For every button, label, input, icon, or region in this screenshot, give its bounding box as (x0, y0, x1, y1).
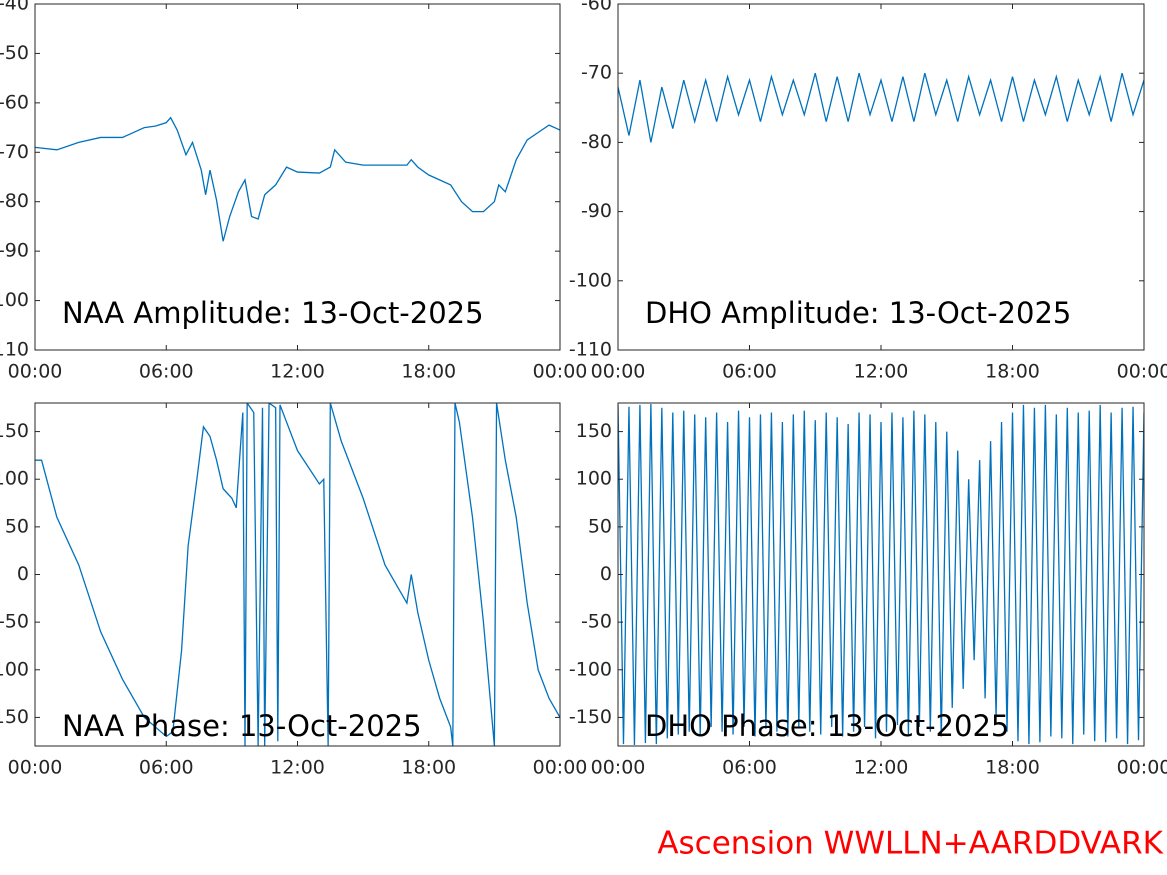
x-tick-label: 00:00 (1117, 757, 1167, 779)
y-tick-label: 100 (576, 468, 612, 490)
x-tick-label: 06:00 (722, 361, 777, 383)
y-tick-label: -40 (0, 0, 29, 15)
y-tick-label: -90 (581, 200, 612, 222)
footer: Ascension WWLLN+AARDDVARK (657, 826, 1163, 862)
plot-frame (617, 3, 1145, 351)
annotation: NAA Amplitude: 13-Oct-2025 (62, 296, 484, 330)
x-tick-label: 18:00 (401, 757, 456, 779)
y-tick-label: 150 (576, 420, 612, 442)
plot-frame (34, 3, 561, 351)
plot-area (35, 403, 560, 746)
y-tick-label: 150 (0, 420, 29, 442)
x-tick-label: 00:00 (533, 361, 588, 383)
x-tick-label: 18:00 (401, 361, 456, 383)
y-tick-label: -110 (0, 339, 29, 361)
x-tick-label: 00:00 (533, 757, 588, 779)
x-tick-label: 00:00 (8, 757, 63, 779)
plot-frame (34, 402, 561, 747)
x-tick-label: 12:00 (854, 361, 909, 383)
data-line (618, 403, 1144, 746)
y-tick-label: -50 (0, 42, 29, 64)
y-tick-label: 0 (600, 563, 612, 585)
x-tick-label: 18:00 (985, 757, 1040, 779)
y-tick-label: -70 (0, 141, 29, 163)
y-tick-label: -90 (0, 240, 29, 262)
y-tick-label: 0 (17, 563, 29, 585)
annotation: DHO Phase: 13-Oct-2025 (645, 709, 1009, 743)
y-tick-label: -50 (581, 611, 612, 633)
y-tick-label: -80 (581, 131, 612, 153)
y-tick-label: -150 (0, 706, 29, 728)
plot-frame (617, 402, 1145, 747)
y-tick-label: -80 (0, 190, 29, 212)
y-tick-label: -60 (581, 0, 612, 15)
y-tick-label: -100 (569, 658, 612, 680)
data-line (618, 73, 1144, 143)
x-tick-label: 00:00 (591, 757, 646, 779)
y-tick-label: 50 (5, 515, 29, 537)
x-tick-label: 12:00 (270, 361, 325, 383)
x-tick-label: 06:00 (139, 757, 194, 779)
y-tick-label: -100 (0, 289, 29, 311)
annotation: NAA Phase: 13-Oct-2025 (62, 709, 422, 743)
y-tick-label: -100 (0, 658, 29, 680)
y-tick-label: -70 (581, 62, 612, 84)
y-tick-label: -60 (0, 91, 29, 113)
data-line (35, 403, 560, 746)
x-tick-label: 00:00 (1117, 361, 1167, 383)
y-tick-label: -100 (569, 269, 612, 291)
x-tick-label: 00:00 (8, 361, 63, 383)
x-tick-label: 00:00 (591, 361, 646, 383)
y-tick-label: -150 (569, 706, 612, 728)
x-tick-label: 06:00 (139, 361, 194, 383)
y-tick-label: 100 (0, 468, 29, 490)
data-line (35, 116, 560, 242)
x-tick-label: 18:00 (985, 361, 1040, 383)
annotation: DHO Amplitude: 13-Oct-2025 (645, 296, 1071, 330)
x-tick-label: 06:00 (722, 757, 777, 779)
plot-area (35, 4, 560, 350)
y-tick-label: -50 (0, 611, 29, 633)
y-tick-label: -110 (569, 339, 612, 361)
plot-area (618, 4, 1144, 350)
x-tick-label: 12:00 (270, 757, 325, 779)
x-tick-label: 12:00 (854, 757, 909, 779)
plot-area (618, 403, 1144, 746)
y-tick-label: 50 (588, 515, 612, 537)
